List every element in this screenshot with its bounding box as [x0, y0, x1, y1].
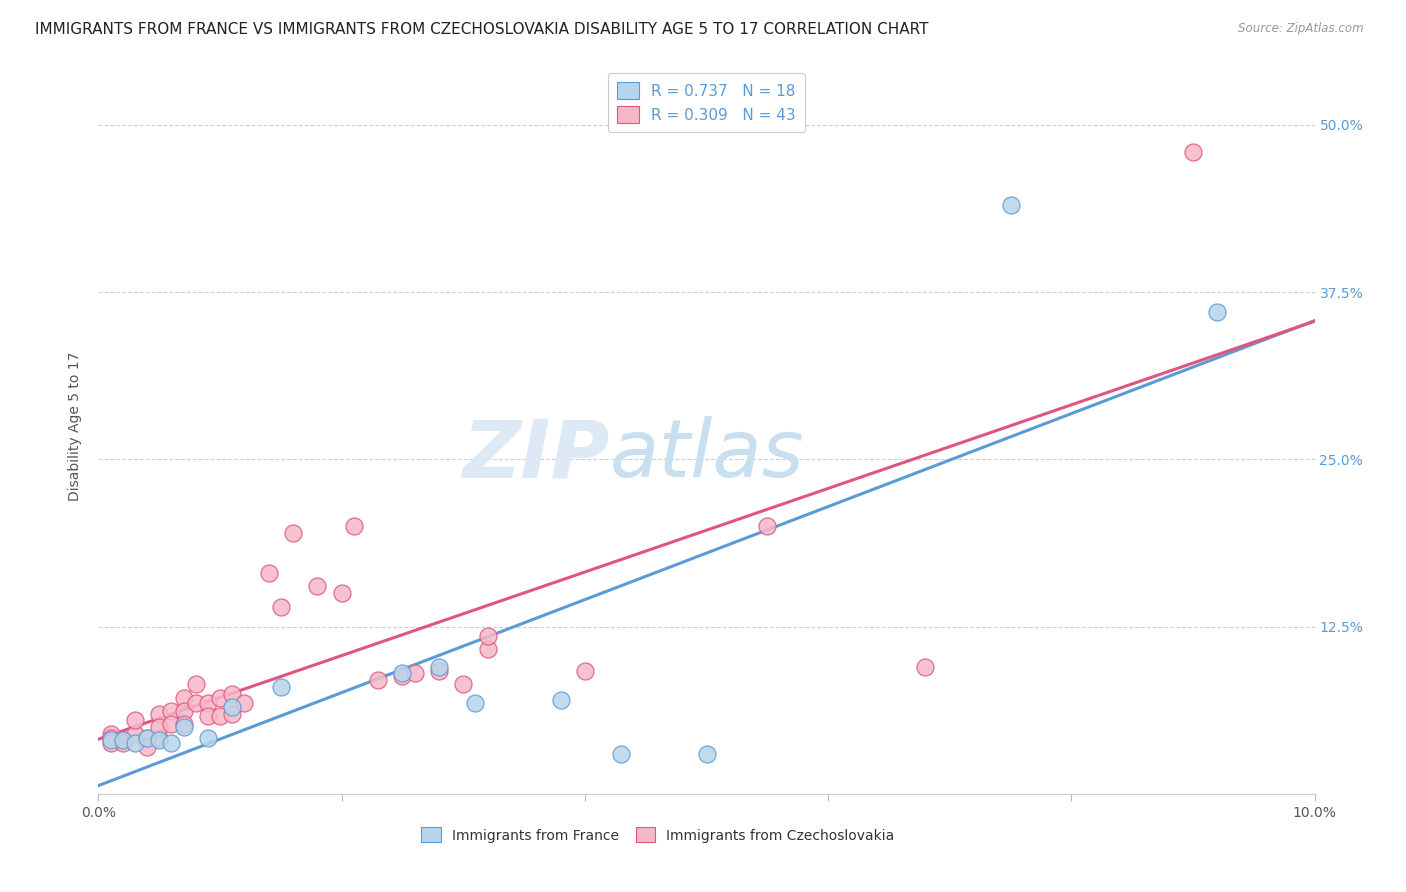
Point — [148, 706, 170, 721]
Point — [610, 747, 633, 761]
Point — [270, 680, 292, 694]
Point — [100, 731, 122, 745]
Point — [173, 717, 195, 731]
Point — [160, 704, 183, 718]
Text: atlas: atlas — [609, 417, 804, 494]
Point — [270, 599, 292, 614]
Point — [111, 736, 134, 750]
Point — [221, 687, 243, 701]
Point — [100, 726, 122, 740]
Point — [173, 690, 195, 705]
Point — [477, 629, 499, 643]
Point — [136, 731, 159, 745]
Point — [184, 677, 207, 691]
Point — [160, 736, 183, 750]
Point — [281, 525, 304, 540]
Point — [148, 731, 170, 745]
Point — [197, 731, 219, 745]
Point — [427, 664, 450, 678]
Point — [391, 669, 413, 683]
Point — [100, 736, 122, 750]
Point — [233, 696, 256, 710]
Point — [184, 696, 207, 710]
Point — [136, 740, 159, 755]
Point — [173, 704, 195, 718]
Point — [124, 736, 146, 750]
Point — [307, 580, 329, 594]
Point — [173, 720, 195, 734]
Point — [914, 660, 936, 674]
Point — [1182, 145, 1205, 159]
Point — [148, 733, 170, 747]
Point — [391, 666, 413, 681]
Point — [330, 586, 353, 600]
Text: Source: ZipAtlas.com: Source: ZipAtlas.com — [1239, 22, 1364, 36]
Point — [1206, 305, 1229, 319]
Point — [136, 731, 159, 745]
Point — [1000, 198, 1022, 212]
Point — [100, 733, 122, 747]
Point — [550, 693, 572, 707]
Point — [197, 696, 219, 710]
Point — [696, 747, 718, 761]
Point — [257, 566, 280, 580]
Point — [343, 519, 366, 533]
Text: IMMIGRANTS FROM FRANCE VS IMMIGRANTS FROM CZECHOSLOVAKIA DISABILITY AGE 5 TO 17 : IMMIGRANTS FROM FRANCE VS IMMIGRANTS FRO… — [35, 22, 928, 37]
Point — [209, 690, 232, 705]
Point — [160, 717, 183, 731]
Point — [111, 733, 134, 747]
Legend: Immigrants from France, Immigrants from Czechoslovakia: Immigrants from France, Immigrants from … — [415, 821, 901, 849]
Point — [453, 677, 475, 691]
Point — [464, 696, 486, 710]
Point — [574, 664, 596, 678]
Point — [221, 699, 243, 714]
Point — [427, 660, 450, 674]
Y-axis label: Disability Age 5 to 17: Disability Age 5 to 17 — [69, 351, 83, 500]
Point — [404, 666, 426, 681]
Point — [221, 706, 243, 721]
Point — [197, 709, 219, 723]
Point — [756, 519, 779, 533]
Point — [148, 720, 170, 734]
Text: ZIP: ZIP — [461, 417, 609, 494]
Point — [124, 726, 146, 740]
Point — [111, 733, 134, 747]
Point — [209, 709, 232, 723]
Point — [477, 642, 499, 657]
Point — [367, 673, 389, 687]
Point — [124, 714, 146, 728]
